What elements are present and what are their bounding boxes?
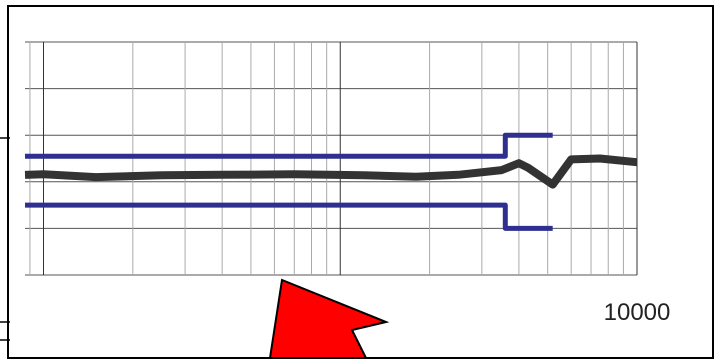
series-line-measured	[24, 154, 638, 189]
series-line-lower-limit	[25, 202, 553, 231]
red-arrow-annotation	[268, 278, 390, 359]
series-layer	[24, 132, 638, 231]
x-tick-labels: 10000	[604, 299, 671, 326]
left-edge-ticks	[0, 137, 10, 341]
x-tick-label: 10000	[604, 299, 671, 326]
series-line-upper-limit	[25, 132, 553, 159]
